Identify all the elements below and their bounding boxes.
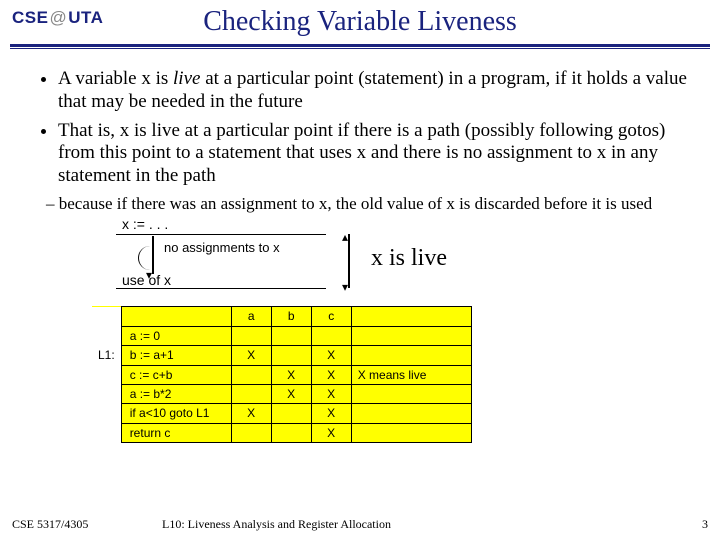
diagram-bot-line — [116, 288, 326, 289]
blank-cell — [92, 365, 121, 384]
x-is-live-label: x is live — [371, 244, 447, 273]
course-code: CSE 5317/4305 — [12, 517, 88, 532]
note-cell — [351, 346, 471, 365]
c-cell: X — [311, 346, 351, 365]
b-cell — [271, 423, 311, 442]
table-row: L1: b := a+1 X X — [92, 346, 471, 365]
bullet-list: A variable x is live at a particular poi… — [36, 68, 688, 188]
blank-cell — [92, 423, 121, 442]
diagram-assign: x := . . . — [122, 216, 168, 233]
c-cell: X — [311, 423, 351, 442]
a-cell: X — [231, 404, 271, 423]
stmt: a := b*2 — [121, 384, 231, 403]
a-cell — [231, 384, 271, 403]
b-cell: X — [271, 384, 311, 403]
bullet-2: That is, x is live at a particular point… — [58, 120, 688, 188]
page-number: 3 — [702, 517, 708, 532]
lecture-title: L10: Liveness Analysis and Register Allo… — [162, 517, 391, 532]
table-row: c := c+b X X X means live — [92, 365, 471, 384]
blank-header — [351, 307, 471, 326]
table-row: a := b*2 X X — [92, 384, 471, 403]
liveness-table-wrap: a b c a := 0 L1: b := a+1 X X — [92, 306, 688, 443]
note-cell — [351, 404, 471, 423]
diagram-noassign: no assignments to x — [164, 240, 280, 256]
b-cell: X — [271, 365, 311, 384]
table-row: if a<10 goto L1 X X — [92, 404, 471, 423]
col-c: c — [311, 307, 351, 326]
a-cell — [231, 423, 271, 442]
diagram-use: use of x — [122, 272, 171, 289]
b-cell — [271, 404, 311, 423]
slide-header: CSE@UTA Checking Variable Liveness — [0, 0, 720, 52]
blank-cell — [92, 326, 121, 345]
title-rule-thin — [10, 48, 710, 49]
b-cell — [271, 326, 311, 345]
chevron-up-icon: ▴ — [342, 230, 348, 244]
a-cell: X — [231, 346, 271, 365]
note-cell — [351, 384, 471, 403]
a-cell — [231, 326, 271, 345]
bullet-1: A variable x is live at a particular poi… — [58, 68, 688, 114]
diagram-brace — [138, 246, 152, 270]
stmt: b := a+1 — [121, 346, 231, 365]
stmt: a := 0 — [121, 326, 231, 345]
row-label-l1: L1: — [92, 346, 121, 365]
blank-cell — [92, 404, 121, 423]
blank-cell — [92, 307, 121, 326]
table-row: return c X — [92, 423, 471, 442]
sub-bullet-list: because if there was an assignment to x,… — [36, 194, 688, 214]
table-row: a := 0 — [92, 326, 471, 345]
col-a: a — [231, 307, 271, 326]
diagram-arrow — [152, 236, 154, 274]
range-arrow — [348, 234, 350, 288]
chevron-down-icon: ▾ — [342, 280, 348, 294]
note-cell — [351, 423, 471, 442]
slide-body: A variable x is live at a particular poi… — [0, 52, 720, 443]
a-cell — [231, 365, 271, 384]
liveness-diagram: x := . . . ▾ no assignments to x use of … — [116, 216, 688, 302]
c-cell: X — [311, 384, 351, 403]
note-cell: X means live — [351, 365, 471, 384]
stmt: if a<10 goto L1 — [121, 404, 231, 423]
table-header-row: a b c — [92, 307, 471, 326]
slide-title: Checking Variable Liveness — [0, 6, 720, 38]
note-cell — [351, 326, 471, 345]
blank-header — [121, 307, 231, 326]
c-cell: X — [311, 365, 351, 384]
col-b: b — [271, 307, 311, 326]
liveness-table: a b c a := 0 L1: b := a+1 X X — [92, 306, 472, 443]
blank-cell — [92, 384, 121, 403]
diagram-top-line — [116, 234, 326, 235]
stmt: return c — [121, 423, 231, 442]
sub-bullet-1: because if there was an assignment to x,… — [64, 194, 688, 214]
c-cell: X — [311, 404, 351, 423]
b-cell — [271, 346, 311, 365]
title-rule-thick — [10, 44, 710, 47]
c-cell — [311, 326, 351, 345]
stmt: c := c+b — [121, 365, 231, 384]
